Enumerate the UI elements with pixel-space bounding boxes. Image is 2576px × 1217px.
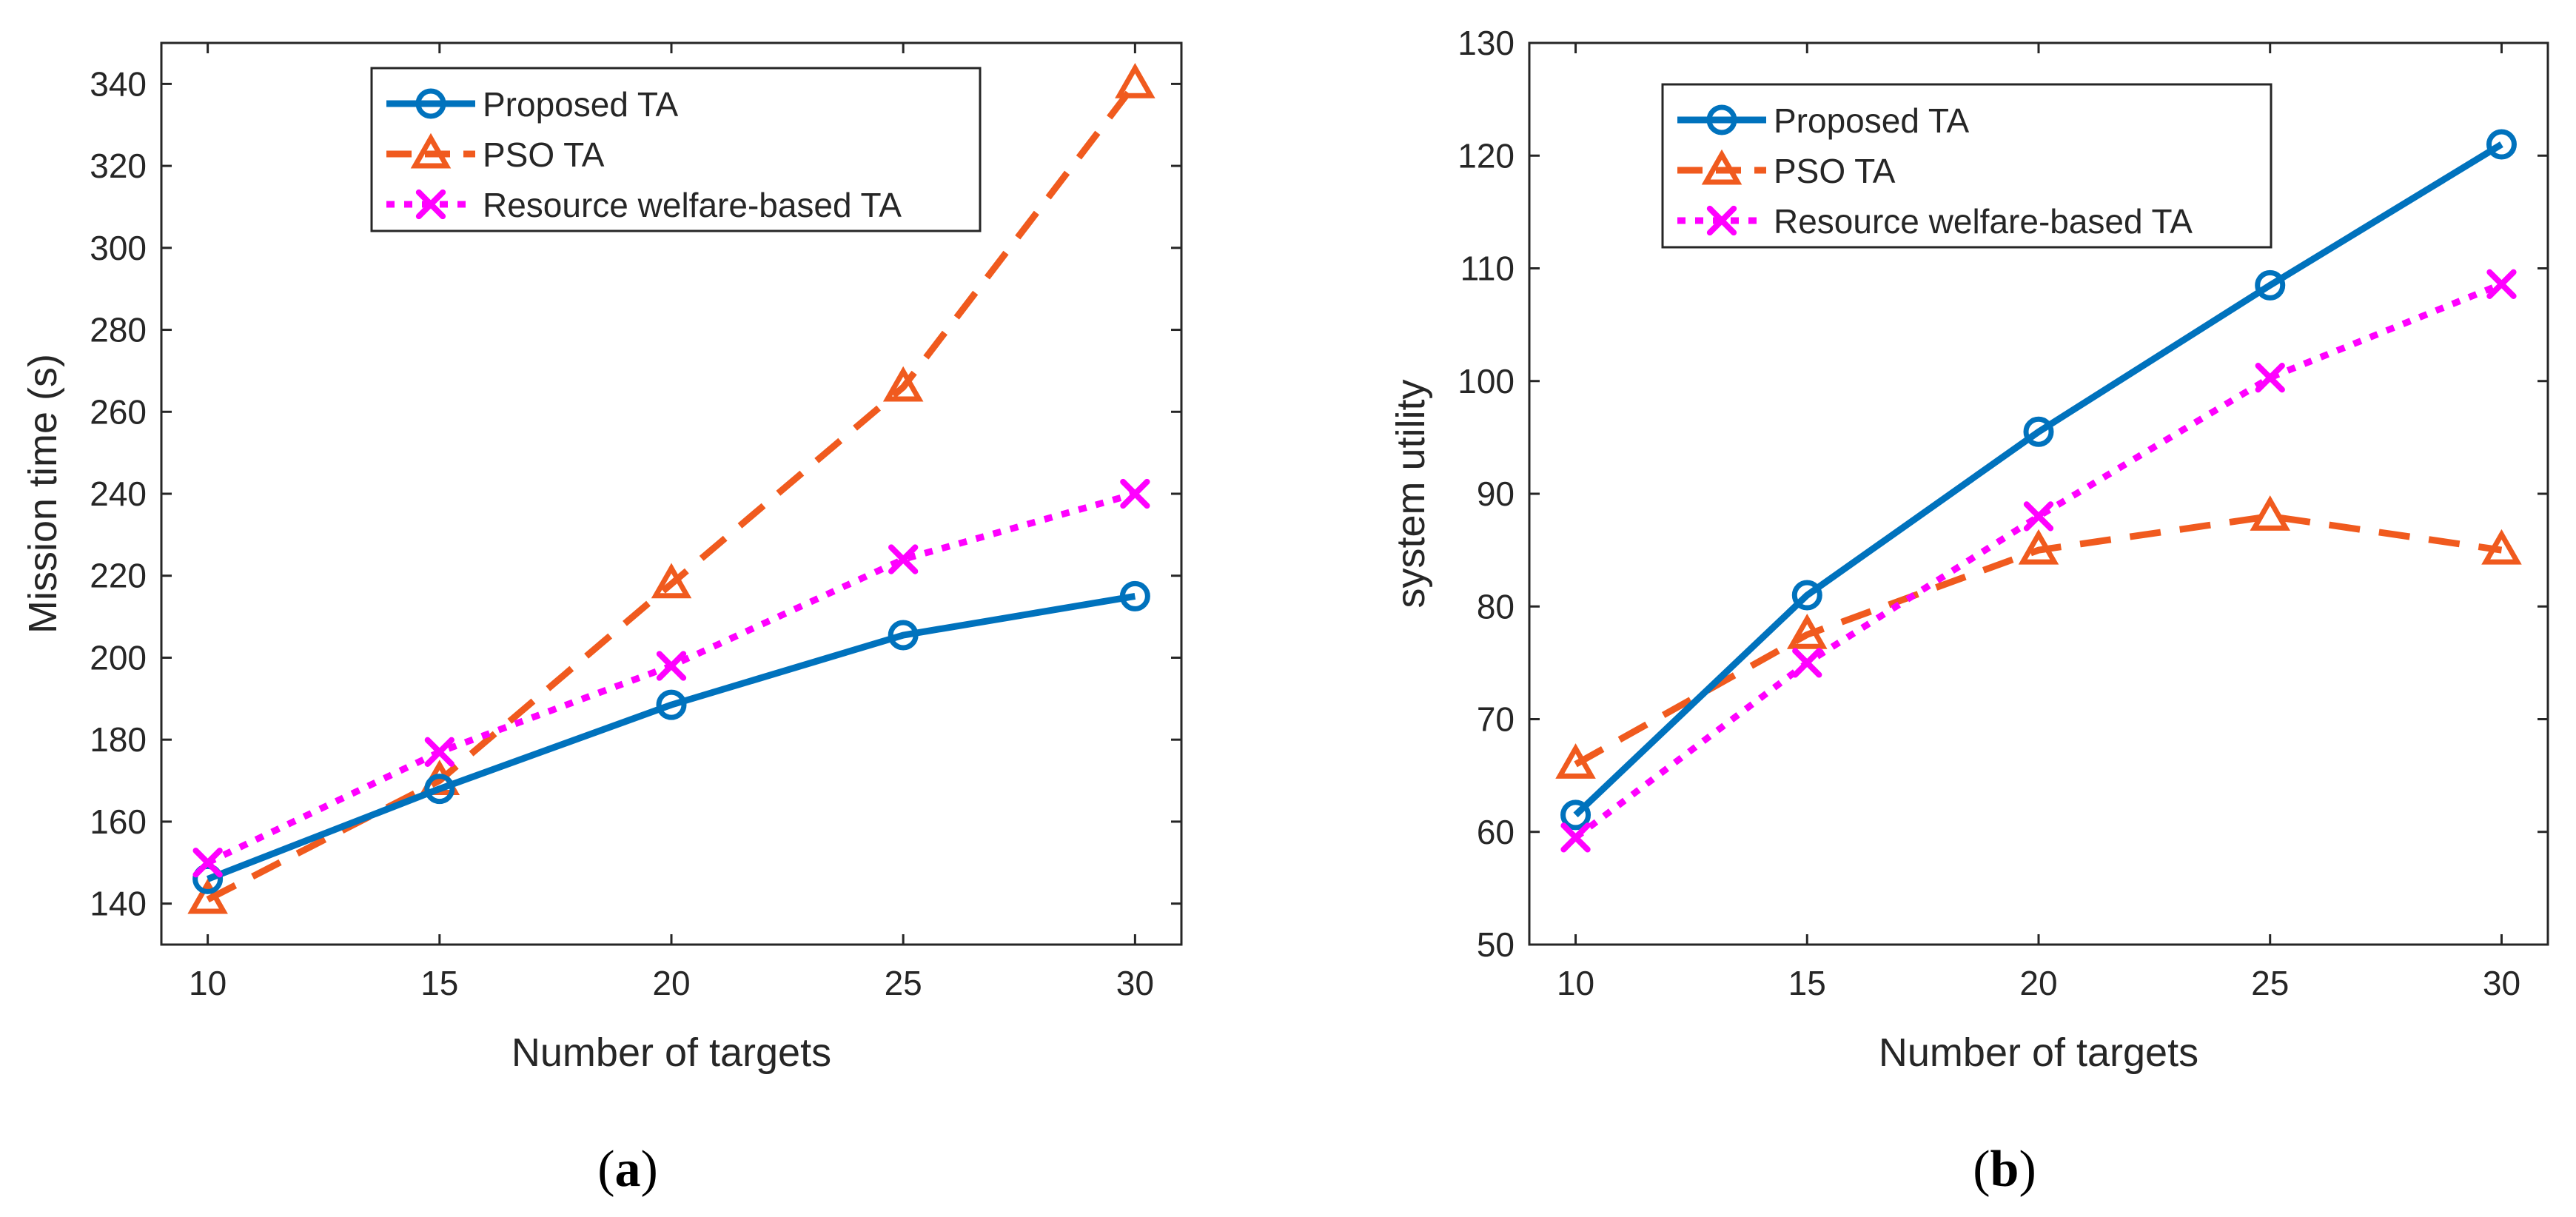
- series-line-triangle: [1574, 512, 2503, 768]
- chart-mission-time: 10 15 20 25 30 140 160 180 200 220 240 260 280 300 320…: [21, 41, 1183, 1075]
- y-tick-label: 120: [1458, 136, 1515, 175]
- x-tick-label: 15: [1788, 964, 1826, 1002]
- data-point-x: [424, 737, 455, 767]
- data-point-triangle: [1115, 63, 1155, 98]
- legend: Proposed TA PSO TA Resource welfare-based …: [370, 67, 982, 232]
- legend-marker-circle: [415, 88, 446, 119]
- y-tick-label: 140: [90, 885, 147, 923]
- x-tick-label: 10: [189, 964, 227, 1002]
- data-point-x: [888, 544, 919, 574]
- y-tick-label: 320: [90, 147, 147, 185]
- x-tick-label: 25: [885, 964, 922, 1002]
- data-point-triangle: [1555, 743, 1596, 779]
- chart-system-utility: 10 15 20 25 30 50 60 70 80 90 100 110 120 130 Number o…: [1389, 24, 2549, 1075]
- x-tick-label: 25: [2251, 964, 2289, 1002]
- y-tick-label: 130: [1458, 24, 1515, 62]
- x-tick-label: 20: [652, 964, 690, 1002]
- legend-marker-x: [1706, 205, 1737, 236]
- data-point-x: [1120, 478, 1150, 509]
- data-point-x: [1792, 648, 1822, 678]
- y-tick-label: 340: [90, 64, 147, 103]
- data-point-circle: [1119, 580, 1150, 611]
- data-point-circle: [1791, 580, 1822, 611]
- legend-marker-triangle: [1701, 149, 1743, 185]
- y-tick-label: 240: [90, 475, 147, 513]
- x-tick-label: 30: [2483, 964, 2520, 1002]
- data-point-triangle: [882, 366, 924, 402]
- x-tick-label: 20: [2019, 964, 2057, 1002]
- y-tick-label: 60: [1477, 813, 1515, 851]
- data-point-x: [2023, 501, 2054, 532]
- legend-label: PSO TA: [1774, 152, 1896, 190]
- data-point-circle: [888, 620, 919, 651]
- y-tick-label: 50: [1477, 925, 1515, 964]
- y-tick-label: 260: [90, 392, 147, 431]
- data-point-triangle: [2481, 529, 2522, 565]
- legend-box: [1661, 83, 2273, 249]
- series-line-circle: [207, 592, 1136, 882]
- data-point-circle: [2023, 416, 2054, 447]
- y-tick-label: 280: [90, 311, 147, 349]
- legend-marker-circle: [1706, 104, 1737, 135]
- data-point-triangle: [651, 563, 692, 599]
- y-tick-label: 110: [1460, 249, 1515, 288]
- y-tick-label: 100: [1458, 362, 1515, 400]
- y-tick-label: 180: [90, 720, 147, 759]
- legend-marker-x: [415, 189, 446, 220]
- y-tick-label: 200: [90, 638, 147, 677]
- y-tick-label: 90: [1477, 475, 1515, 513]
- x-axis-label: Number of targets: [511, 1030, 831, 1075]
- legend-label: Proposed TA: [483, 85, 679, 124]
- data-point-triangle: [1786, 614, 1828, 649]
- legend-label: Resource welfare-based TA: [483, 186, 902, 224]
- y-tick-label: 220: [90, 557, 147, 595]
- caption-a: (a): [597, 1141, 658, 1198]
- data-point-circle: [2255, 269, 2286, 301]
- legend: Proposed TA PSO TA Resource welfare-based …: [1661, 83, 2273, 249]
- data-point-triangle: [2018, 529, 2059, 565]
- y-tick-label: 70: [1477, 700, 1515, 739]
- legend-label: PSO TA: [483, 135, 605, 174]
- caption-b: (b): [1973, 1141, 2036, 1198]
- series-line-circle: [1573, 141, 2503, 818]
- y-tick-label: 300: [90, 229, 147, 267]
- legend-box: [370, 67, 982, 232]
- data-point-x: [192, 848, 223, 878]
- data-point-circle: [2486, 129, 2517, 160]
- legend-label: Proposed TA: [1774, 101, 1970, 140]
- data-point-x: [2255, 363, 2285, 393]
- y-axis-label: Mission time (s): [21, 354, 65, 634]
- x-tick-label: 15: [420, 964, 458, 1002]
- data-point-triangle: [187, 878, 228, 914]
- x-axis-label: Number of targets: [1879, 1030, 2198, 1075]
- data-point-circle: [424, 774, 455, 805]
- data-point-circle: [656, 689, 687, 720]
- y-tick-label: 160: [90, 802, 147, 841]
- data-point-x: [2486, 269, 2517, 299]
- data-point-triangle: [2250, 495, 2291, 531]
- data-point-circle: [1560, 799, 1591, 831]
- y-axis-label: system utility: [1389, 379, 1433, 608]
- legend-marker-triangle: [410, 133, 452, 169]
- data-point-x: [656, 651, 687, 681]
- legend-label: Resource welfare-based TA: [1774, 202, 2193, 241]
- x-tick-label: 10: [1557, 964, 1594, 1002]
- x-tick-label: 30: [1116, 964, 1154, 1002]
- data-point-x: [1560, 822, 1591, 853]
- y-tick-label: 80: [1477, 587, 1515, 626]
